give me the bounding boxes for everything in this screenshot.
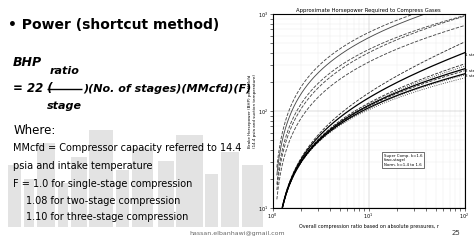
Bar: [58, 183, 68, 227]
Text: = 22 (: = 22 (: [13, 82, 53, 95]
Text: 25: 25: [451, 230, 460, 236]
Bar: [71, 157, 87, 227]
Bar: [132, 148, 153, 227]
Text: MMcfd = Compressor capacity referred to 14.4: MMcfd = Compressor capacity referred to …: [13, 143, 242, 153]
Text: 1.10 for three-stage compression: 1.10 for three-stage compression: [27, 212, 189, 222]
Text: Where:: Where:: [13, 124, 55, 137]
Title: Approximate Horsepower Required to Compress Gases: Approximate Horsepower Required to Compr…: [296, 8, 441, 13]
Text: )(No. of stages)(MMcfd)(F): )(No. of stages)(MMcfd)(F): [83, 83, 251, 93]
Text: psia and intake temperature: psia and intake temperature: [13, 161, 153, 171]
Text: F = 1.0 for single-stage compression: F = 1.0 for single-stage compression: [13, 179, 192, 189]
Text: 1 stage: 1 stage: [465, 53, 474, 57]
Text: hassan.elbanhawi@gmail.com: hassan.elbanhawi@gmail.com: [189, 231, 285, 236]
Bar: [221, 152, 239, 227]
Text: BHP: BHP: [13, 55, 42, 69]
Text: Super Comp. k=1.6
(two-stage)
Norm. k=1.4 to 1.6: Super Comp. k=1.6 (two-stage) Norm. k=1.…: [384, 154, 422, 167]
Text: ratio: ratio: [49, 66, 79, 76]
Text: • Power (shortcut method): • Power (shortcut method): [8, 18, 219, 32]
Bar: [8, 165, 21, 227]
Text: 1.08 for two-stage compression: 1.08 for two-stage compression: [27, 196, 181, 206]
Text: 2 stage: 2 stage: [465, 69, 474, 73]
Bar: [242, 165, 263, 227]
Bar: [158, 161, 173, 227]
Bar: [24, 179, 34, 227]
Y-axis label: Brake Horsepower (BHP) per MMcfd
(14.4 psia and suction temperature): Brake Horsepower (BHP) per MMcfd (14.4 p…: [248, 74, 257, 148]
Bar: [205, 174, 219, 227]
Text: stage: stage: [47, 101, 82, 111]
Bar: [90, 130, 113, 227]
Bar: [37, 143, 55, 227]
X-axis label: Overall compression ratio based on absolute pressures, r: Overall compression ratio based on absol…: [299, 224, 438, 229]
Bar: [116, 170, 129, 227]
Text: 3 stage: 3 stage: [465, 74, 474, 78]
